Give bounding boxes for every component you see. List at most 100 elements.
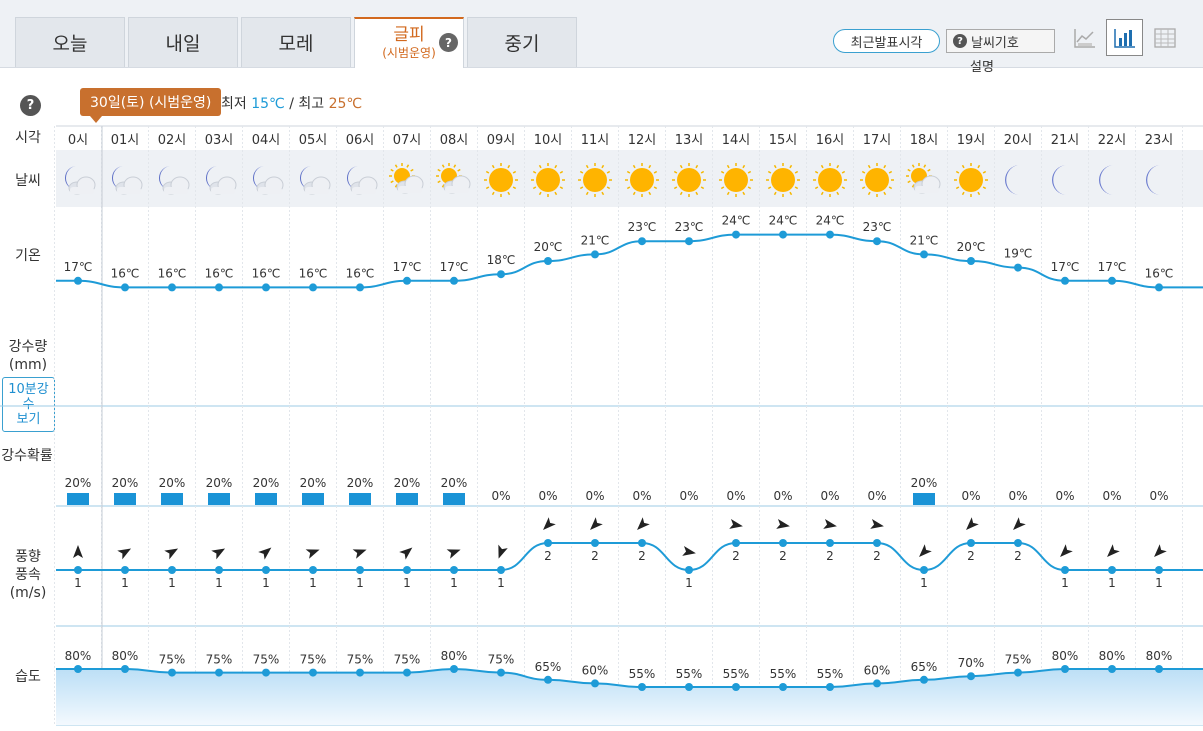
temperature-point	[873, 237, 881, 246]
sun-cloud-icon	[906, 163, 941, 194]
wind-arrow-icon	[446, 549, 461, 559]
humidity-label: 80%	[65, 649, 92, 663]
sun-ray	[606, 186, 611, 190]
table-view-icon[interactable]	[1146, 19, 1183, 56]
wind-arrow-shape	[258, 547, 272, 560]
wind-point	[74, 566, 82, 574]
humidity-row-label: 습도	[15, 669, 41, 685]
humidity-point	[544, 675, 552, 684]
sun-ray	[485, 170, 490, 174]
wind-arrow-icon	[729, 519, 743, 529]
sun-ray	[836, 164, 840, 169]
sun-ray	[700, 170, 705, 174]
help-icon[interactable]: ?	[439, 33, 458, 52]
bar-chart-view-icon[interactable]	[1106, 19, 1143, 56]
wind-speed-label: 1	[403, 576, 411, 590]
sun-ray	[538, 164, 542, 169]
temperature-point	[74, 276, 82, 285]
wind-speed-label: 1	[685, 576, 693, 590]
cloud-part	[117, 187, 141, 194]
temperature-point	[168, 283, 176, 292]
sun-ray	[720, 170, 725, 174]
temperature-point	[685, 237, 693, 246]
sun-ray	[648, 164, 652, 169]
temperature-label: 19℃	[1004, 247, 1033, 261]
line-chart-view-icon[interactable]	[1066, 19, 1103, 56]
wind-speed-label: 1	[168, 576, 176, 590]
temperature-point	[1061, 276, 1069, 285]
wind-arrow-icon	[870, 519, 884, 529]
hour-label: 15시	[769, 133, 798, 148]
precip-prob-label: 20%	[206, 476, 233, 490]
recent-release-label: 최근발표시각	[850, 35, 923, 51]
tab-today[interactable]: 오늘	[15, 17, 125, 67]
wind-point	[544, 539, 552, 547]
wind-point	[121, 566, 129, 574]
humidity-point	[1108, 665, 1116, 673]
cloud-part	[352, 187, 376, 194]
tab-label: 중기	[504, 33, 540, 55]
sun-ray	[441, 164, 445, 168]
tab-day-after-tomorrow[interactable]: 모레	[241, 17, 351, 67]
help-icon[interactable]: ?	[20, 95, 41, 116]
sun-ray	[888, 186, 893, 190]
precip-prob-bar	[396, 493, 418, 505]
wind-arrow-shape	[1107, 544, 1120, 557]
tab-mid-term[interactable]: 중기	[467, 17, 577, 67]
temperature-label: 21℃	[581, 233, 610, 247]
precip-prob-label: 20%	[253, 476, 280, 490]
help-icon: ?	[953, 34, 967, 48]
sun-ray	[883, 191, 887, 196]
date-badge: 30일(토) (시범운영)	[80, 88, 222, 123]
temperature-point	[356, 283, 364, 292]
sun-ray	[538, 191, 542, 196]
temperature-point	[1014, 263, 1022, 272]
precipitation-row-label: 강수량 (mm)	[0, 338, 56, 374]
ten-minute-label-1: 10분강	[8, 382, 49, 397]
humidity-point	[685, 683, 693, 691]
sun-ray	[437, 180, 441, 184]
hour-label: 16시	[816, 133, 845, 148]
weather-symbol-button[interactable]: ? 날씨기호	[946, 29, 1055, 53]
sun-ray	[861, 186, 866, 190]
humidity-point	[497, 668, 505, 677]
sun-icon	[672, 163, 706, 197]
temperature-point	[215, 283, 223, 292]
humidity-label: 80%	[112, 649, 139, 663]
ten-minute-rain-button[interactable]: 10분강 수 보기	[2, 377, 55, 432]
precip-prob-bar	[443, 493, 465, 505]
weather-symbol-label: 날씨기호	[971, 35, 1019, 51]
precip-prob-label: 20%	[911, 476, 938, 490]
sun-ray	[626, 186, 631, 190]
wind-point	[732, 539, 740, 547]
wind-arrow-icon	[637, 517, 650, 530]
wind-unit: (m/s)	[9, 585, 47, 601]
temperature-point	[497, 270, 505, 279]
wind-arrow-shape	[1060, 544, 1073, 557]
humidity-point	[1155, 665, 1163, 673]
humidity-point	[779, 683, 787, 691]
tab-label: 오늘	[52, 33, 88, 55]
hour-label: 01시	[111, 133, 140, 148]
wind-point	[168, 566, 176, 574]
sun-ray	[982, 186, 987, 190]
hour-label: 20시	[1004, 133, 1033, 148]
precip-prob-label: 0%	[726, 489, 745, 503]
hour-label: 23시	[1145, 133, 1174, 148]
wind-row-label: 풍향 풍속 (m/s)	[0, 548, 56, 602]
sun-icon	[625, 163, 659, 197]
humidity-point	[450, 665, 458, 673]
sun-ray	[673, 186, 678, 190]
sun-ray	[982, 170, 987, 174]
sun-cloud-icon	[436, 163, 471, 194]
tab-label: 내일	[165, 33, 201, 55]
precip-prob-label: 0%	[679, 489, 698, 503]
sun-ray	[457, 168, 461, 172]
wind-point	[685, 566, 693, 574]
recent-release-button[interactable]: 최근발표시각	[833, 29, 940, 53]
wind-point	[873, 539, 881, 547]
sun-ray	[836, 191, 840, 196]
wind-point	[1155, 566, 1163, 574]
sun-disc	[630, 168, 654, 192]
tab-tomorrow[interactable]: 내일	[128, 17, 238, 67]
